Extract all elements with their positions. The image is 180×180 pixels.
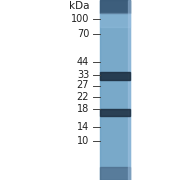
- Text: 27: 27: [77, 80, 89, 91]
- Bar: [100, 167, 130, 180]
- Bar: [100, 0, 130, 180]
- Text: 100: 100: [71, 14, 89, 24]
- Text: 44: 44: [77, 57, 89, 67]
- Bar: [100, 109, 130, 116]
- Text: 10: 10: [77, 136, 89, 146]
- Text: 14: 14: [77, 122, 89, 132]
- Text: 22: 22: [77, 92, 89, 102]
- Bar: [128, 0, 130, 180]
- Text: 70: 70: [77, 29, 89, 39]
- Text: 33: 33: [77, 70, 89, 80]
- Bar: [100, 0, 130, 13]
- Bar: [100, 72, 130, 80]
- Text: kDa: kDa: [69, 1, 89, 11]
- Bar: [100, 13, 130, 27]
- Text: 18: 18: [77, 104, 89, 114]
